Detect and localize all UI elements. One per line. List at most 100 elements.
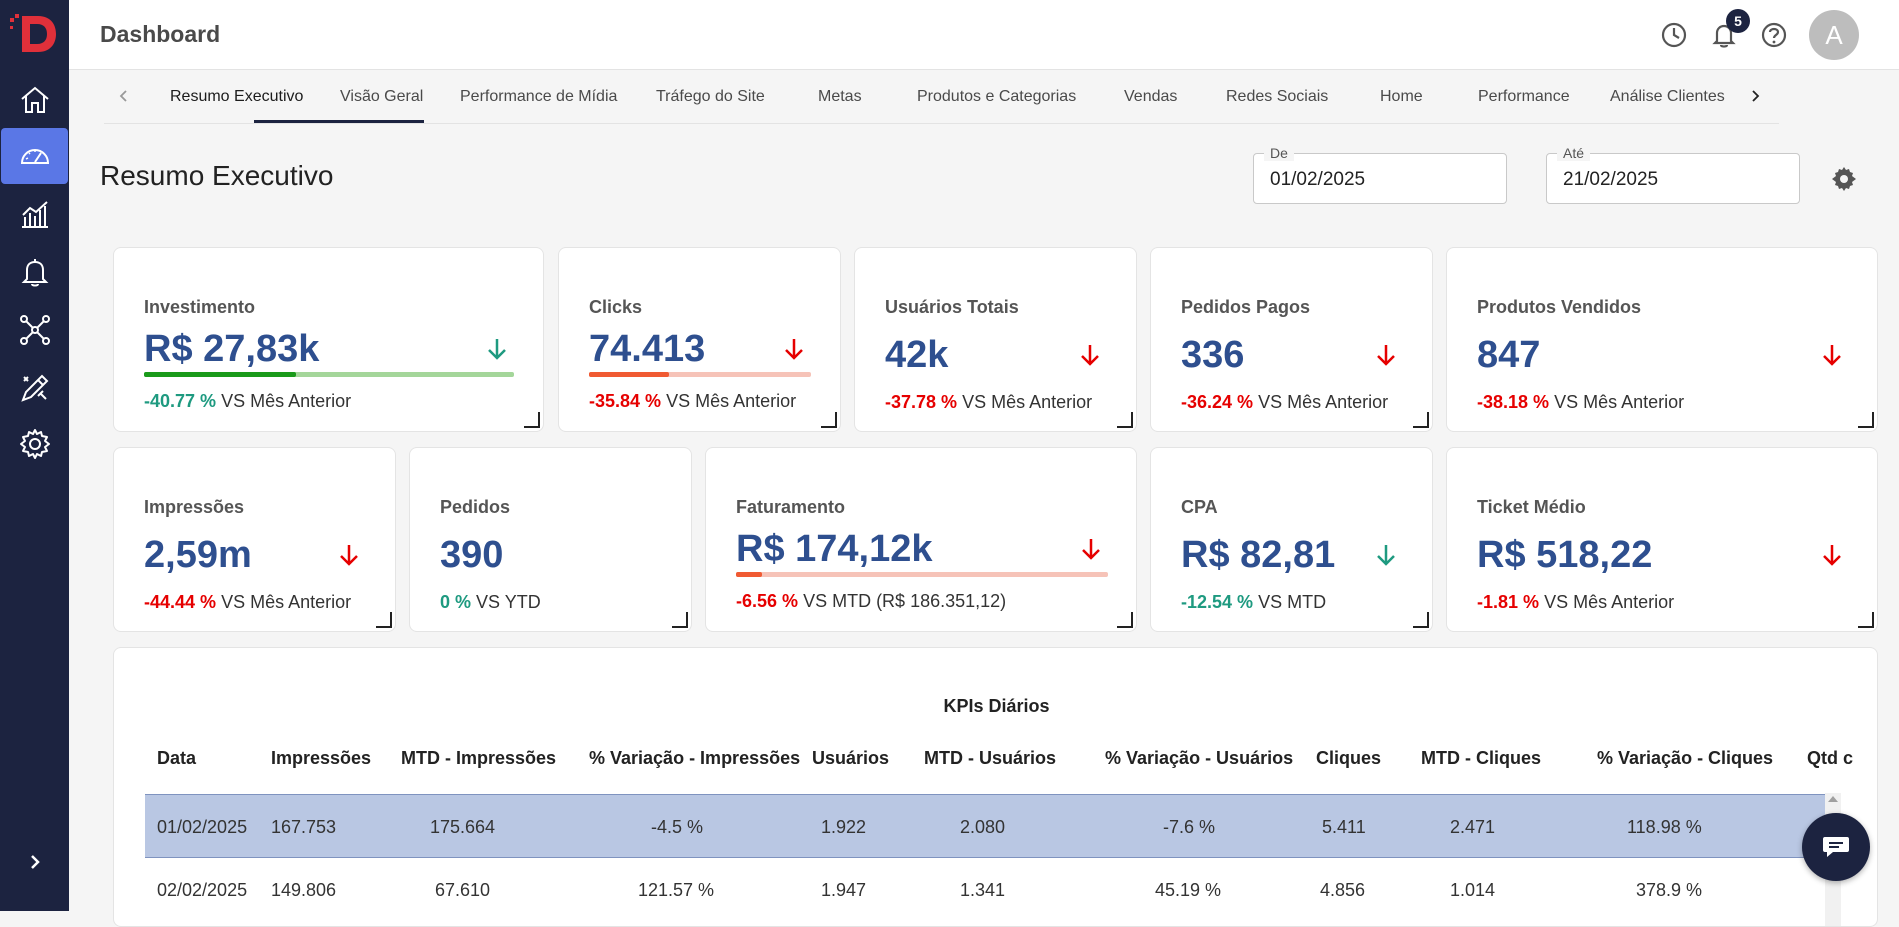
kpi-progress-bar bbox=[589, 372, 811, 377]
kpi-card-investimento[interactable]: Investimento R$ 27,83k -40.77 % VS Mês A… bbox=[113, 247, 544, 432]
resize-handle[interactable] bbox=[821, 412, 837, 428]
sidebar-item-analytics[interactable] bbox=[0, 186, 69, 242]
kpi-card-pedidos-pagos[interactable]: Pedidos Pagos 336 -36.24 % VS Mês Anteri… bbox=[1150, 247, 1433, 432]
kpi-card-faturamento[interactable]: Faturamento R$ 174,12k -6.56 % VS MTD (R… bbox=[705, 447, 1137, 632]
gear-icon bbox=[19, 429, 50, 459]
table-cell: -4.5 % bbox=[651, 817, 704, 837]
top-header: Dashboard 5 A bbox=[69, 0, 1899, 70]
column-header[interactable]: % Variação - Cliques bbox=[1597, 748, 1774, 768]
sidebar-item-tools[interactable] bbox=[0, 360, 69, 416]
tab-performance-de-midia[interactable]: Performance de Mídia bbox=[460, 88, 618, 105]
kpi-value: 390 bbox=[440, 534, 504, 576]
column-header[interactable]: Cliques bbox=[1316, 748, 1382, 768]
kpi-card-pedidos[interactable]: Pedidos 390 0 % VS YTD bbox=[409, 447, 692, 632]
page-title: Resumo Executivo bbox=[100, 160, 334, 191]
arrow-down-icon bbox=[1377, 545, 1395, 566]
table-row[interactable]: 02/02/2025 149.806 67.610 121.57 % 1.947… bbox=[145, 858, 1825, 922]
table-cell: 1.922 bbox=[821, 817, 867, 837]
arrow-down-icon bbox=[1082, 539, 1100, 560]
tab-redes-sociais[interactable]: Redes Sociais bbox=[1226, 88, 1329, 105]
tab-trafego-do-site[interactable]: Tráfego do Site bbox=[656, 88, 765, 105]
column-header[interactable]: Impressões bbox=[271, 748, 372, 768]
tab-metas[interactable]: Metas bbox=[818, 88, 862, 105]
tabs-scroll-left-button[interactable] bbox=[110, 82, 138, 110]
history-button[interactable] bbox=[1657, 18, 1691, 52]
tab-visao-geral[interactable]: Visão Geral bbox=[340, 88, 424, 105]
column-header[interactable]: % Variação - Impressões bbox=[589, 748, 801, 768]
kpi-card-ticket-medio[interactable]: Ticket Médio R$ 518,22 -1.81 % VS Mês An… bbox=[1446, 447, 1878, 632]
kpi-label: Usuários Totais bbox=[885, 297, 1019, 317]
tab-resumo-executivo[interactable]: Resumo Executivo bbox=[170, 88, 304, 105]
sidebar-item-home[interactable] bbox=[0, 72, 69, 128]
notifications-button[interactable]: 5 bbox=[1707, 9, 1750, 52]
kpi-comparison: 0 % VS YTD bbox=[440, 592, 680, 613]
brand-logo[interactable] bbox=[8, 12, 58, 56]
resize-handle[interactable] bbox=[524, 412, 540, 428]
resize-handle[interactable] bbox=[1858, 412, 1874, 428]
scroll-up-icon[interactable] bbox=[1828, 796, 1838, 802]
kpi-card-impressoes[interactable]: Impressões 2,59m -44.44 % VS Mês Anterio… bbox=[113, 447, 396, 632]
tab-performance[interactable]: Performance bbox=[1478, 88, 1570, 105]
kpi-compare-label: VS Mês Anterior bbox=[1258, 392, 1389, 412]
tabs-scroll-right-button[interactable] bbox=[1741, 82, 1769, 110]
notification-badge: 5 bbox=[1726, 9, 1750, 33]
sidebar-expand-button[interactable] bbox=[0, 834, 69, 890]
resize-handle[interactable] bbox=[1413, 412, 1429, 428]
tab-produtos-e-categorias[interactable]: Produtos e Categorias bbox=[917, 88, 1077, 105]
column-header[interactable]: Qtd c bbox=[1807, 748, 1854, 768]
kpi-card-cpa[interactable]: CPA R$ 82,81 -12.54 % VS MTD bbox=[1150, 447, 1433, 632]
date-to-field[interactable]: Até 21/02/2025 bbox=[1546, 145, 1800, 204]
resize-handle[interactable] bbox=[376, 612, 392, 628]
kpi-comparison: -36.24 % VS Mês Anterior bbox=[1181, 392, 1421, 413]
kpi-card-usuarios-totais[interactable]: Usuários Totais 42k -37.78 % VS Mês Ante… bbox=[854, 247, 1137, 432]
kpi-compare-label: VS Mês Anterior bbox=[1544, 592, 1675, 612]
column-header[interactable]: MTD - Cliques bbox=[1421, 748, 1541, 768]
kpi-card-clicks[interactable]: Clicks 74.413 -35.84 % VS Mês Anterior bbox=[558, 247, 841, 432]
kpi-value: R$ 518,22 bbox=[1477, 534, 1653, 576]
kpi-percent: -35.84 % bbox=[589, 391, 662, 411]
sidebar-item-network[interactable] bbox=[0, 302, 69, 358]
kpi-percent: -36.24 % bbox=[1181, 392, 1254, 412]
resize-handle[interactable] bbox=[1117, 412, 1133, 428]
tab-home[interactable]: Home bbox=[1380, 88, 1423, 105]
kpi-value: R$ 27,83k bbox=[144, 328, 320, 370]
resize-handle[interactable] bbox=[1858, 612, 1874, 628]
chat-icon bbox=[1823, 837, 1849, 857]
sidebar-item-dashboard[interactable] bbox=[1, 128, 68, 184]
chat-button[interactable] bbox=[1802, 813, 1870, 881]
speedometer-icon bbox=[20, 149, 49, 164]
sidebar-item-alerts[interactable] bbox=[0, 244, 69, 300]
resize-handle[interactable] bbox=[672, 612, 688, 628]
avatar[interactable]: A bbox=[1809, 10, 1859, 60]
column-header[interactable]: Data bbox=[157, 748, 197, 768]
kpi-label: Ticket Médio bbox=[1477, 497, 1586, 517]
sidebar bbox=[0, 0, 69, 911]
chevron-right-icon bbox=[1752, 90, 1760, 102]
tab-vendas[interactable]: Vendas bbox=[1124, 88, 1178, 105]
settings-button[interactable] bbox=[1828, 163, 1860, 195]
daily-kpis-table-panel: KPIs Diários Data Impressões MTD - Impre… bbox=[113, 647, 1878, 927]
kpi-percent: 0 % bbox=[440, 592, 472, 612]
sidebar-item-settings[interactable] bbox=[0, 416, 69, 472]
kpi-comparison: -44.44 % VS Mês Anterior bbox=[144, 592, 384, 613]
column-header[interactable]: MTD - Usuários bbox=[924, 748, 1057, 768]
date-from-label: De bbox=[1264, 145, 1294, 161]
kpi-compare-label: VS Mês Anterior bbox=[962, 392, 1093, 412]
table-row[interactable]: 01/02/2025 167.753 175.664 -4.5 % 1.922 … bbox=[145, 794, 1825, 858]
column-header[interactable]: MTD - Impressões bbox=[401, 748, 557, 768]
kpi-card-produtos-vendidos[interactable]: Produtos Vendidos 847 -38.18 % VS Mês An… bbox=[1446, 247, 1878, 432]
kpi-progress-bar bbox=[144, 372, 514, 377]
date-from-field[interactable]: De 01/02/2025 bbox=[1253, 145, 1507, 204]
help-button[interactable] bbox=[1757, 18, 1791, 52]
table-title: KPIs Diários bbox=[943, 696, 1050, 716]
column-header[interactable]: Usuários bbox=[812, 748, 890, 768]
kpi-value: 847 bbox=[1477, 334, 1541, 376]
table-cell: 167.753 bbox=[271, 817, 337, 837]
kpi-progress-fill bbox=[144, 372, 296, 377]
tab-analise-clientes[interactable]: Análise Clientes bbox=[1610, 88, 1725, 105]
kpi-comparison: -1.81 % VS Mês Anterior bbox=[1477, 592, 1857, 613]
column-header[interactable]: % Variação - Usuários bbox=[1105, 748, 1294, 768]
kpi-compare-label: VS MTD bbox=[1258, 592, 1327, 612]
resize-handle[interactable] bbox=[1117, 612, 1133, 628]
resize-handle[interactable] bbox=[1413, 612, 1429, 628]
